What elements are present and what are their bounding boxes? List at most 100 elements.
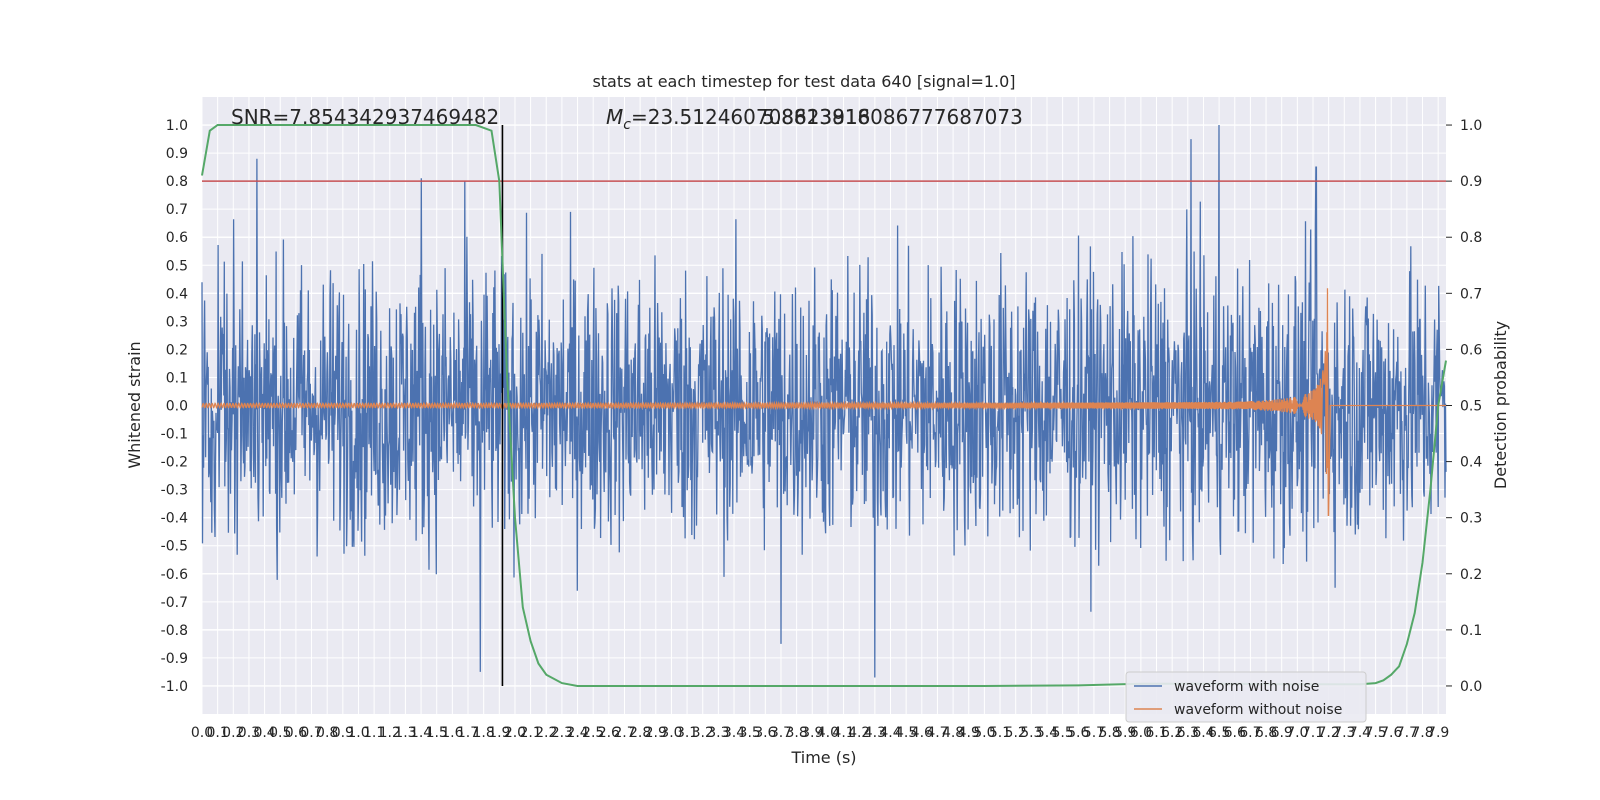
series-detection-probability-line xyxy=(201,124,1447,687)
y-left-tick-label: 0.3 xyxy=(166,314,188,330)
y-left-tick-label: -0.6 xyxy=(161,567,188,583)
x-tick-label: 3.9 xyxy=(801,725,823,741)
y-axis-left-ticks: -1.0 -0.9 -0.8 -0.7 -0.6 -0.5 -0.4 -0.3 -0.2 -0.1… xyxy=(161,118,188,695)
x-tick-label: 6.0 xyxy=(1130,725,1152,741)
x-tick-label: 0.3 xyxy=(238,725,260,741)
annotation-chirp-mass-symbol: M xyxy=(606,105,623,129)
x-tick-label: 2.0 xyxy=(504,725,526,741)
y-left-tick-label: 0.8 xyxy=(166,174,188,190)
series-waveform-without-noise-line xyxy=(201,288,1446,516)
plot-content xyxy=(201,124,1447,687)
legend-label-clean: waveform without noise xyxy=(1174,702,1342,718)
annotation-chirp-mass-subscript: c xyxy=(623,117,631,133)
x-tick-label: 4.5 xyxy=(895,725,917,741)
x-tick-label: 3.1 xyxy=(676,725,698,741)
y-right-tick-label: 0.7 xyxy=(1460,286,1482,302)
x-tick-label: 6.1 xyxy=(1145,725,1167,741)
x-tick-label: 1.6 xyxy=(441,725,463,741)
x-tick-label: 3.8 xyxy=(785,725,807,741)
x-tick-label: 6.7 xyxy=(1239,725,1261,741)
x-tick-label: 3.3 xyxy=(707,725,729,741)
x-tick-label: 6.4 xyxy=(1192,725,1214,741)
x-axis-ticks: 0.00.10.20.30.40.50.60.70.80.91.01.11.21… xyxy=(191,725,1449,741)
y-left-tick-label: -0.9 xyxy=(161,651,188,667)
x-tick-label: 5.9 xyxy=(1114,725,1136,741)
y-left-tick-label: -0.5 xyxy=(161,539,188,555)
y-right-tick-label: 0.4 xyxy=(1460,455,1482,471)
legend-box xyxy=(1125,671,1367,723)
y-left-tick-label: -0.2 xyxy=(161,455,188,471)
x-tick-label: 7.1 xyxy=(1302,725,1324,741)
x-tick-label: 7.7 xyxy=(1396,725,1418,741)
y-left-tick-label: -0.8 xyxy=(161,623,188,639)
x-tick-label: 5.0 xyxy=(973,725,995,741)
y-left-tick-label: -0.1 xyxy=(161,427,188,443)
x-tick-label: 7.6 xyxy=(1380,725,1402,741)
x-tick-label: 1.8 xyxy=(473,725,495,741)
x-tick-label: 1.7 xyxy=(457,725,479,741)
series-waveform-with-noise-line xyxy=(201,124,1447,678)
y-axis-right-label: Detection probability xyxy=(1491,321,1510,489)
x-tick-label: 7.0 xyxy=(1286,725,1308,741)
y-right-tick-label: 0.3 xyxy=(1460,511,1482,527)
x-tick-label: 2.8 xyxy=(629,725,651,741)
x-tick-label: 7.9 xyxy=(1427,725,1449,741)
x-tick-label: 6.5 xyxy=(1208,725,1230,741)
x-tick-label: 5.2 xyxy=(1005,725,1027,741)
y-left-tick-label: 0.7 xyxy=(166,202,188,218)
x-tick-label: 1.2 xyxy=(379,725,401,741)
x-tick-label: 0.4 xyxy=(253,725,275,741)
x-tick-label: 7.3 xyxy=(1333,725,1355,741)
x-tick-label: 1.3 xyxy=(394,725,416,741)
y-left-tick-label: 0.1 xyxy=(166,370,188,386)
y-right-tick-label: 0.2 xyxy=(1460,567,1482,583)
x-tick-label: 4.0 xyxy=(817,725,839,741)
x-tick-label: 6.9 xyxy=(1271,725,1293,741)
x-tick-label: 0.7 xyxy=(300,725,322,741)
annotation-chirp-mass-value: =23.512460708623916 xyxy=(631,105,870,129)
x-tick-label: 4.2 xyxy=(848,725,870,741)
annotation-snr: SNR=7.854342937469482 xyxy=(231,105,499,129)
chart-title: stats at each timestep for test data 640… xyxy=(592,72,1015,91)
x-tick-label: 7.5 xyxy=(1364,725,1386,741)
x-tick-label: 5.8 xyxy=(1098,725,1120,741)
y-left-tick-label: 1.0 xyxy=(166,118,188,134)
x-tick-label: 4.7 xyxy=(926,725,948,741)
y-right-tick-label: 0.9 xyxy=(1460,174,1482,190)
y-left-tick-label: -0.7 xyxy=(161,595,188,611)
x-tick-label: 4.1 xyxy=(832,725,854,741)
x-tick-label: 0.8 xyxy=(316,725,338,741)
x-tick-label: 5.3 xyxy=(1020,725,1042,741)
x-tick-label: 3.2 xyxy=(692,725,714,741)
y-axis-right-ticks: 0.0 0.1 0.2 0.3 0.4 0.5 0.6 0.7 0.8 0.9 1.0 xyxy=(1446,118,1482,695)
x-tick-label: 2.9 xyxy=(645,725,667,741)
y-left-tick-label: -0.4 xyxy=(161,511,188,527)
x-tick-label: 6.6 xyxy=(1224,725,1246,741)
y-left-tick-label: 0.6 xyxy=(166,230,188,246)
annotation-chirp-mass: Mc=23.512460708623916 xyxy=(606,105,870,133)
x-tick-label: 5.6 xyxy=(1067,725,1089,741)
x-tick-label: 0.0 xyxy=(191,725,213,741)
x-tick-label: 3.6 xyxy=(754,725,776,741)
x-tick-label: 2.4 xyxy=(566,725,588,741)
x-tick-label: 7.4 xyxy=(1349,725,1371,741)
x-tick-label: 3.0 xyxy=(660,725,682,741)
x-tick-label: 4.9 xyxy=(958,725,980,741)
y-right-tick-label: 0.5 xyxy=(1460,399,1482,415)
x-tick-label: 3.4 xyxy=(723,725,745,741)
y-axis-left-label: Whitened strain xyxy=(125,341,144,468)
x-tick-label: 3.7 xyxy=(770,725,792,741)
x-tick-label: 4.4 xyxy=(879,725,901,741)
x-tick-label: 1.9 xyxy=(488,725,510,741)
x-axis-label: Time (s) xyxy=(790,748,856,767)
x-tick-label: 4.8 xyxy=(942,725,964,741)
x-tick-label: 1.4 xyxy=(410,725,432,741)
x-tick-label: 2.6 xyxy=(598,725,620,741)
legend-label-noise: waveform with noise xyxy=(1174,679,1319,695)
x-tick-label: 2.5 xyxy=(582,725,604,741)
y-left-tick-label: 0.0 xyxy=(166,399,188,415)
x-tick-label: 0.2 xyxy=(222,725,244,741)
annotation-overlap: 5.8813818086777687073 xyxy=(762,105,1023,129)
y-right-tick-label: 1.0 xyxy=(1460,118,1482,134)
